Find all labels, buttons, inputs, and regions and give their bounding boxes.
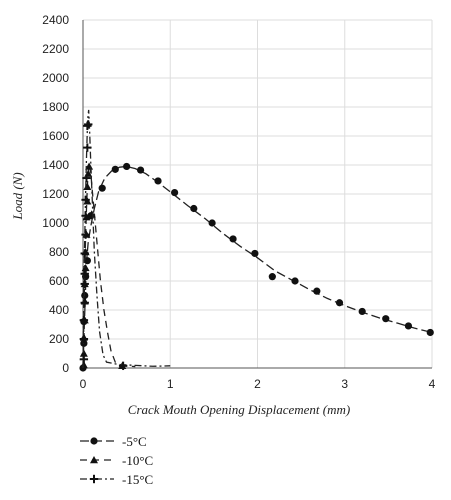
data-point bbox=[208, 219, 216, 227]
series-group bbox=[79, 109, 434, 372]
legend-marker bbox=[90, 437, 98, 445]
data-point bbox=[83, 143, 92, 152]
y-tick-label: 1600 bbox=[42, 129, 69, 143]
x-tick-label: 0 bbox=[80, 377, 87, 391]
y-tick-label: 2400 bbox=[42, 13, 69, 27]
data-point bbox=[313, 287, 321, 295]
data-point bbox=[111, 165, 119, 173]
data-point bbox=[251, 249, 259, 258]
x-tick-label: 2 bbox=[254, 377, 261, 391]
legend-label: -10°C bbox=[122, 453, 153, 468]
y-tick-label: 800 bbox=[49, 245, 69, 259]
data-point bbox=[81, 211, 90, 220]
x-axis-title: Crack Mouth Opening Displacement (mm) bbox=[128, 402, 350, 417]
axes bbox=[82, 20, 432, 369]
data-point bbox=[83, 182, 92, 190]
data-point bbox=[81, 195, 90, 204]
data-point bbox=[382, 315, 390, 323]
legend-marker bbox=[90, 456, 98, 464]
grid bbox=[83, 19, 433, 368]
legend-entry-2: -10°C bbox=[80, 453, 153, 468]
data-point bbox=[81, 263, 90, 272]
data-point bbox=[118, 361, 128, 371]
data-point bbox=[79, 361, 88, 369]
y-tick-label: 600 bbox=[49, 274, 69, 288]
legend-entry-1: -5°C bbox=[80, 434, 147, 449]
y-axis-title: Load (N) bbox=[10, 172, 25, 220]
series-line bbox=[82, 109, 171, 369]
data-point bbox=[154, 177, 162, 185]
data-point bbox=[268, 273, 276, 281]
y-tick-label: 1800 bbox=[42, 100, 69, 114]
data-point bbox=[79, 349, 88, 357]
y-tick-label: 400 bbox=[49, 303, 69, 317]
y-tick-label: 2200 bbox=[42, 42, 69, 56]
data-point bbox=[80, 279, 89, 289]
y-tick-label: 0 bbox=[62, 361, 69, 375]
data-point bbox=[335, 299, 344, 307]
legend-entry-3: -15°C bbox=[80, 472, 153, 487]
x-tick-label: 1 bbox=[167, 377, 174, 391]
data-point bbox=[80, 269, 89, 278]
data-point bbox=[123, 162, 131, 171]
series-2 bbox=[79, 162, 136, 370]
data-point bbox=[136, 166, 145, 174]
x-tick-label: 3 bbox=[341, 377, 348, 391]
y-tick-labels: 0 200 400 600 800 1000 1200 1400 1600 1800 2000 220… bbox=[42, 13, 69, 375]
data-point bbox=[291, 277, 299, 285]
data-point bbox=[81, 230, 90, 239]
legend-label: -15°C bbox=[122, 472, 153, 487]
legend-label: -5°C bbox=[122, 434, 147, 449]
data-point bbox=[80, 298, 89, 307]
x-tick-labels: 0 1 2 3 4 bbox=[80, 377, 436, 391]
legend-marker bbox=[89, 474, 99, 484]
data-point bbox=[79, 355, 89, 364]
data-point bbox=[404, 322, 413, 330]
data-point bbox=[171, 188, 179, 197]
data-point bbox=[190, 204, 198, 213]
data-point bbox=[98, 184, 106, 192]
x-tick-label: 4 bbox=[429, 377, 436, 391]
y-tick-label: 1000 bbox=[42, 216, 69, 230]
y-tick-label: 200 bbox=[49, 332, 69, 346]
legend: -5°C -10°C -15°C bbox=[80, 434, 153, 487]
series-3 bbox=[79, 109, 171, 371]
data-point bbox=[79, 315, 89, 325]
y-tick-label: 1400 bbox=[42, 158, 69, 172]
y-tick-label: 2000 bbox=[42, 71, 69, 85]
series-line bbox=[82, 164, 136, 369]
data-point bbox=[79, 334, 89, 344]
data-point bbox=[426, 328, 434, 337]
data-point bbox=[80, 249, 89, 258]
data-point bbox=[358, 307, 366, 316]
data-point bbox=[229, 235, 237, 243]
data-point bbox=[83, 197, 92, 205]
y-tick-label: 1200 bbox=[42, 187, 69, 201]
data-point bbox=[82, 173, 91, 183]
data-point bbox=[84, 120, 93, 129]
